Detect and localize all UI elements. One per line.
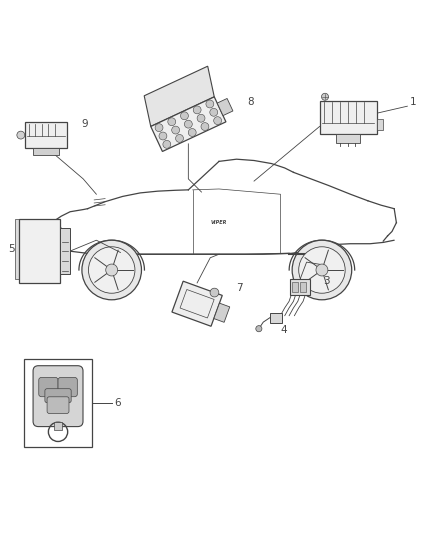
Bar bbox=[25, 123, 67, 148]
Text: VIPER: VIPER bbox=[211, 220, 227, 225]
Circle shape bbox=[176, 134, 184, 142]
Circle shape bbox=[184, 120, 192, 128]
Circle shape bbox=[321, 93, 328, 100]
Text: 3: 3 bbox=[323, 276, 330, 286]
Circle shape bbox=[172, 126, 180, 134]
FancyBboxPatch shape bbox=[45, 389, 71, 403]
Text: 6: 6 bbox=[114, 398, 120, 408]
Bar bbox=[18, 220, 60, 283]
Bar bbox=[33, 148, 59, 155]
FancyBboxPatch shape bbox=[58, 377, 77, 397]
Text: 1: 1 bbox=[410, 97, 416, 107]
Text: 9: 9 bbox=[81, 119, 88, 129]
Circle shape bbox=[180, 112, 188, 120]
Circle shape bbox=[210, 288, 219, 297]
FancyBboxPatch shape bbox=[39, 377, 58, 397]
Circle shape bbox=[214, 117, 222, 125]
Circle shape bbox=[193, 106, 201, 114]
Circle shape bbox=[206, 100, 214, 108]
Circle shape bbox=[106, 264, 118, 276]
Polygon shape bbox=[217, 99, 233, 116]
Circle shape bbox=[210, 108, 218, 116]
Text: 5: 5 bbox=[8, 244, 14, 254]
Bar bbox=[300, 282, 306, 292]
Bar bbox=[336, 134, 360, 143]
Circle shape bbox=[292, 240, 352, 300]
FancyBboxPatch shape bbox=[33, 366, 83, 426]
Bar bbox=[15, 220, 18, 279]
Bar bbox=[377, 119, 383, 130]
Polygon shape bbox=[214, 303, 230, 322]
Circle shape bbox=[188, 128, 196, 136]
Circle shape bbox=[197, 114, 205, 122]
Circle shape bbox=[88, 247, 135, 293]
Bar bbox=[54, 422, 63, 430]
Bar bbox=[24, 359, 92, 447]
Bar bbox=[60, 228, 70, 274]
Circle shape bbox=[256, 326, 262, 332]
Circle shape bbox=[82, 240, 141, 300]
Circle shape bbox=[299, 247, 345, 293]
Bar bbox=[270, 313, 282, 322]
Circle shape bbox=[155, 124, 163, 132]
Text: 8: 8 bbox=[247, 97, 254, 107]
Text: 4: 4 bbox=[280, 325, 287, 335]
Bar bbox=[320, 101, 377, 134]
Text: 7: 7 bbox=[237, 284, 243, 293]
Bar bbox=[293, 282, 298, 292]
Circle shape bbox=[17, 131, 25, 139]
Circle shape bbox=[163, 140, 171, 148]
Circle shape bbox=[159, 132, 167, 140]
Circle shape bbox=[168, 118, 176, 126]
Bar bbox=[290, 279, 310, 295]
Polygon shape bbox=[151, 97, 226, 151]
FancyBboxPatch shape bbox=[47, 397, 69, 414]
Polygon shape bbox=[172, 281, 222, 326]
Circle shape bbox=[316, 264, 328, 276]
Polygon shape bbox=[144, 66, 214, 126]
Circle shape bbox=[201, 123, 209, 131]
